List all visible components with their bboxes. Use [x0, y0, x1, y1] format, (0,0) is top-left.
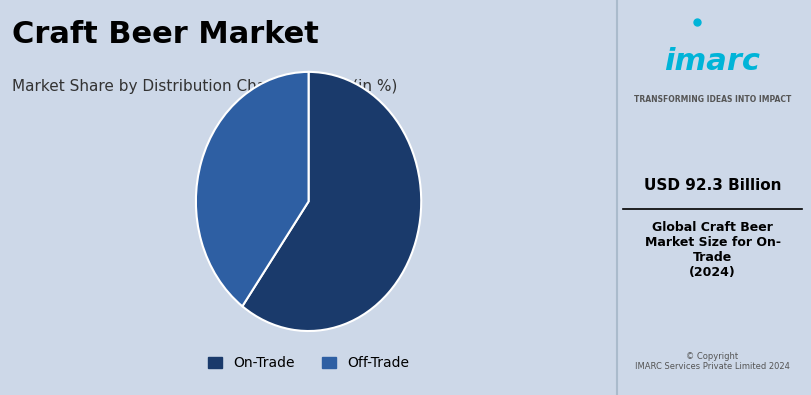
Text: Craft Beer Market: Craft Beer Market: [12, 20, 319, 49]
Wedge shape: [242, 72, 421, 331]
Text: imarc: imarc: [663, 47, 760, 76]
Text: USD 92.3 Billion: USD 92.3 Billion: [643, 178, 780, 193]
Legend: On-Trade, Off-Trade: On-Trade, Off-Trade: [202, 351, 414, 376]
Wedge shape: [195, 72, 308, 306]
Text: © Copyright
IMARC Services Private Limited 2024: © Copyright IMARC Services Private Limit…: [634, 352, 789, 371]
Text: Global Craft Beer
Market Size for On-
Trade
(2024): Global Craft Beer Market Size for On- Tr…: [644, 221, 779, 279]
Text: TRANSFORMING IDEAS INTO IMPACT: TRANSFORMING IDEAS INTO IMPACT: [633, 95, 790, 104]
Text: Market Share by Distribution Channel, 2024 (in %): Market Share by Distribution Channel, 20…: [12, 79, 397, 94]
